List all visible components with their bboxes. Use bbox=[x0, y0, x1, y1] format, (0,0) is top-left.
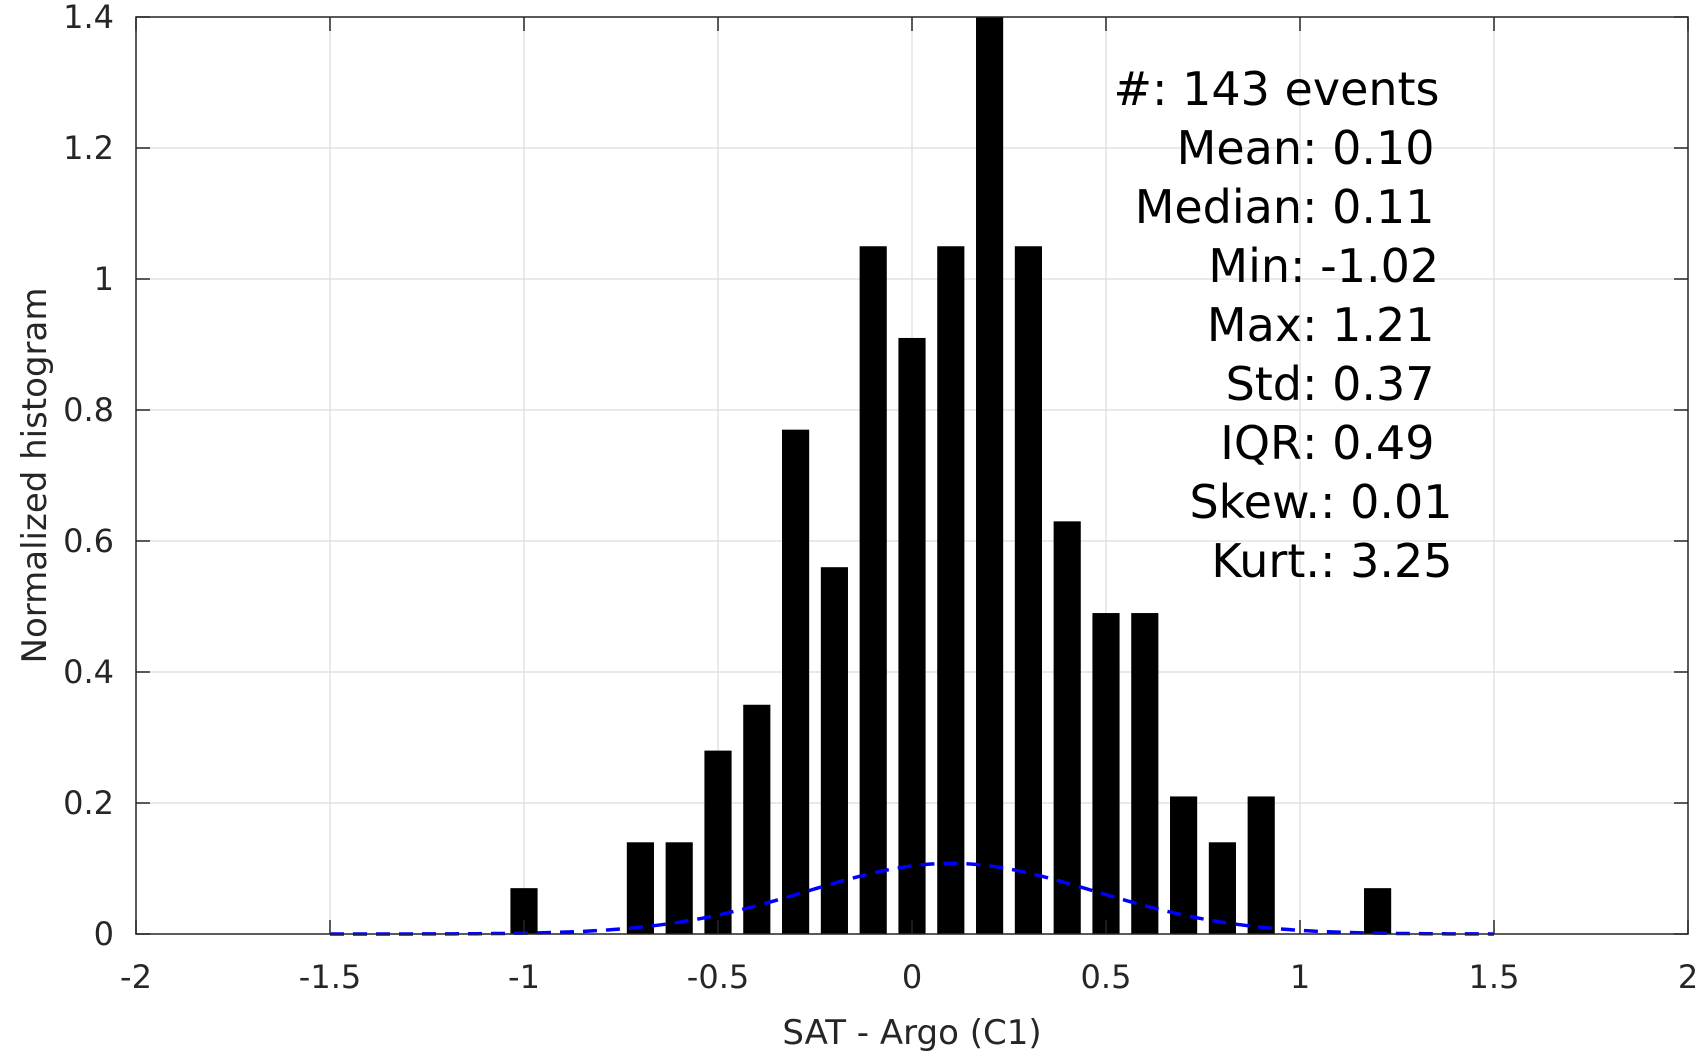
stat-label: Mean bbox=[1177, 121, 1302, 175]
histogram-bar bbox=[1364, 888, 1392, 934]
stat-label: Skew. bbox=[1189, 475, 1320, 529]
stat-value: : 0.49 bbox=[1302, 416, 1435, 470]
y-tick-label: 1 bbox=[94, 260, 114, 298]
stat-value: : 0.01 bbox=[1320, 475, 1453, 529]
x-tick-label: 1 bbox=[1290, 958, 1310, 996]
y-tick-label: 0.8 bbox=[63, 391, 114, 429]
stat-value: : -1.02 bbox=[1290, 239, 1439, 293]
y-tick-label: 1.4 bbox=[63, 0, 114, 36]
x-tick-labels: -2 -1.5 -1 -0.5 0 0.5 1 1.5 2 bbox=[120, 958, 1698, 996]
y-tick-label: 1.2 bbox=[63, 129, 114, 167]
stat-label: Std bbox=[1226, 357, 1302, 411]
stat-label: IQR bbox=[1220, 416, 1302, 470]
y-tick-label: 0.4 bbox=[63, 653, 114, 691]
histogram-bar bbox=[976, 17, 1004, 934]
histogram-bar bbox=[898, 337, 926, 934]
stat-value: : 0.10 bbox=[1302, 121, 1435, 175]
x-tick-label: -1 bbox=[508, 958, 540, 996]
x-tick-label: -2 bbox=[120, 958, 152, 996]
y-tick-labels: 0 0.2 0.4 0.6 0.8 1 1.2 1.4 bbox=[63, 0, 114, 953]
histogram-bar bbox=[820, 567, 848, 934]
stat-value: : 1.21 bbox=[1302, 298, 1435, 352]
histogram-bar bbox=[1092, 613, 1120, 934]
stat-label: Kurt. bbox=[1211, 534, 1320, 588]
y-tick-label: 0.2 bbox=[63, 784, 114, 822]
histogram-bar bbox=[704, 750, 732, 934]
histogram-bar bbox=[937, 246, 965, 934]
y-tick-label: 0.6 bbox=[63, 522, 114, 560]
x-tick-label: -1.5 bbox=[299, 958, 361, 996]
histogram-bar bbox=[743, 704, 771, 934]
histogram-bar bbox=[1131, 613, 1159, 934]
stat-label: Max bbox=[1207, 298, 1302, 352]
stat-label: # bbox=[1113, 62, 1152, 116]
x-tick-label: 0.5 bbox=[1081, 958, 1132, 996]
stat-value: : 3.25 bbox=[1320, 534, 1453, 588]
axis-ticks bbox=[135, 16, 1689, 935]
stat-value: : 0.11 bbox=[1302, 180, 1435, 234]
histogram-bar bbox=[1170, 796, 1198, 934]
stat-value: : 0.37 bbox=[1302, 357, 1435, 411]
histogram-bar bbox=[626, 842, 654, 934]
histogram-bar bbox=[1053, 521, 1081, 934]
histogram-bar bbox=[782, 429, 810, 934]
histogram-bar bbox=[1014, 246, 1042, 934]
x-tick-label: -0.5 bbox=[687, 958, 749, 996]
y-axis-title: Normalized histogram bbox=[15, 288, 55, 664]
x-tick-label: 1.5 bbox=[1469, 958, 1520, 996]
histogram-bar bbox=[665, 842, 693, 934]
x-tick-label: 2 bbox=[1678, 958, 1698, 996]
stat-value: : 143 events bbox=[1152, 62, 1440, 116]
y-tick-label: 0 bbox=[94, 915, 114, 953]
bars bbox=[510, 17, 1392, 934]
histogram-bar bbox=[1247, 796, 1275, 934]
stat-label: Median bbox=[1135, 180, 1302, 234]
x-axis-title: SAT - Argo (C1) bbox=[782, 1013, 1041, 1053]
histogram-bar bbox=[1208, 842, 1236, 934]
x-tick-label: 0 bbox=[902, 958, 922, 996]
histogram-bar bbox=[859, 246, 887, 934]
stat-label: Min bbox=[1208, 239, 1290, 293]
